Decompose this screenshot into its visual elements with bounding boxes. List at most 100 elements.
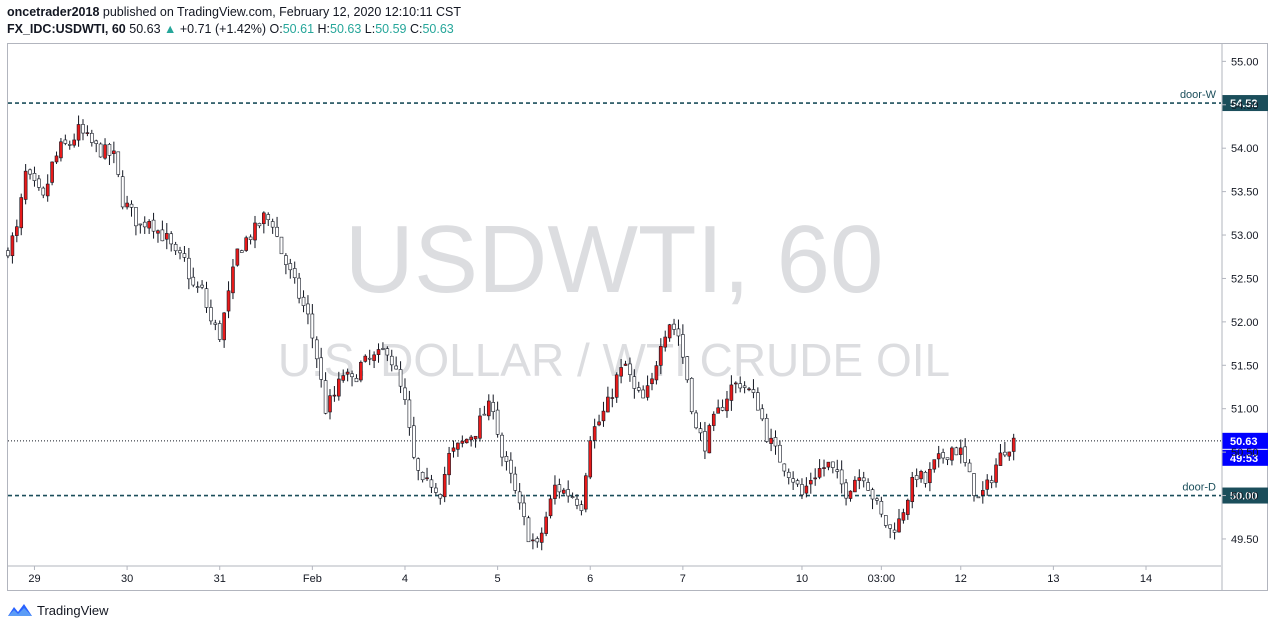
candle-body bbox=[539, 532, 544, 543]
candle-body bbox=[253, 222, 257, 241]
candle-body bbox=[509, 459, 513, 474]
author-name[interactable]: oncetrader2018 bbox=[7, 5, 100, 19]
candle-body bbox=[786, 471, 791, 478]
candle-body bbox=[711, 413, 716, 426]
candle-body bbox=[561, 489, 566, 494]
candle-body bbox=[985, 479, 990, 490]
candle-body bbox=[76, 124, 81, 141]
candle-body bbox=[129, 203, 134, 208]
candle-body bbox=[645, 385, 650, 398]
candle-body bbox=[870, 489, 875, 500]
candle-body bbox=[848, 490, 853, 499]
last-price: 50.63 bbox=[129, 22, 161, 36]
candle-body bbox=[804, 485, 809, 494]
price-tick-label: 50.00 bbox=[1231, 491, 1259, 503]
candle-body bbox=[725, 398, 729, 412]
symbol-name[interactable]: FX_IDC:USDWTI, 60 bbox=[7, 22, 126, 36]
candle-body bbox=[151, 219, 156, 232]
candle-body bbox=[729, 384, 734, 401]
candle-body bbox=[782, 463, 787, 472]
candle-body bbox=[297, 277, 301, 299]
candle-body bbox=[698, 428, 703, 434]
candle-body bbox=[442, 474, 447, 498]
candle-body bbox=[231, 266, 235, 294]
candle-body bbox=[156, 230, 160, 234]
candle-body bbox=[169, 233, 174, 245]
candle-body bbox=[522, 502, 526, 517]
candle-body bbox=[839, 469, 844, 485]
level-tag-door-D: 50.00 bbox=[1230, 491, 1258, 503]
candle-body bbox=[742, 385, 747, 388]
candle-body bbox=[1003, 451, 1007, 456]
last-price-tag-bg bbox=[1222, 432, 1268, 449]
candle-body bbox=[345, 371, 350, 375]
time-tick-label: 7 bbox=[680, 573, 686, 585]
candle-body bbox=[23, 170, 28, 200]
candle-body bbox=[738, 383, 743, 389]
candle-body bbox=[45, 183, 50, 197]
candle-body bbox=[623, 363, 628, 366]
time-tick-label: 5 bbox=[495, 573, 501, 585]
candle-body bbox=[958, 447, 963, 455]
candle-body bbox=[778, 444, 782, 463]
candle-body bbox=[945, 457, 950, 461]
candle-body bbox=[716, 407, 720, 414]
candle-body bbox=[59, 141, 63, 159]
price-tick-label: 50.50 bbox=[1231, 447, 1259, 459]
time-tick-label: 30 bbox=[121, 573, 133, 585]
candle-body bbox=[429, 479, 434, 488]
candle-body bbox=[257, 223, 262, 227]
level-tag-bg bbox=[1222, 95, 1268, 112]
close-label: C: bbox=[409, 22, 423, 36]
candle-body bbox=[813, 477, 817, 480]
candle-body bbox=[37, 178, 41, 188]
candle-body bbox=[914, 475, 919, 480]
candle-body bbox=[703, 431, 707, 452]
candle-body bbox=[720, 406, 725, 411]
candle-body bbox=[707, 425, 712, 454]
candle-body bbox=[831, 461, 835, 468]
candle-body bbox=[941, 452, 945, 459]
time-tick-label: 12 bbox=[955, 573, 967, 585]
level-label-door-D: door-D bbox=[1182, 482, 1216, 494]
candle-body bbox=[107, 144, 112, 156]
candle-body bbox=[270, 221, 275, 228]
candle-body bbox=[570, 496, 575, 498]
chart-frame[interactable] bbox=[7, 43, 1268, 591]
price-tick-label: 51.50 bbox=[1231, 360, 1259, 372]
candle-body bbox=[822, 467, 826, 469]
level-label-door-W: door-W bbox=[1180, 89, 1217, 101]
candle-body bbox=[932, 459, 937, 470]
candle-body bbox=[517, 491, 522, 504]
candle-body bbox=[142, 221, 147, 228]
candle-body bbox=[398, 369, 403, 387]
time-tick-label: 6 bbox=[587, 573, 593, 585]
candle-body bbox=[359, 361, 363, 381]
candle-body bbox=[54, 155, 59, 163]
open-label: O: bbox=[269, 22, 283, 36]
candle-body bbox=[650, 378, 654, 385]
candle-body bbox=[217, 323, 222, 340]
candle-body bbox=[328, 395, 332, 413]
candle-body bbox=[464, 438, 469, 444]
candle-body bbox=[116, 151, 121, 175]
candle-body bbox=[994, 464, 998, 483]
footer-brand[interactable]: TradingView bbox=[37, 602, 109, 618]
candle-body bbox=[663, 336, 668, 348]
level-tag-door-W: 54.52 bbox=[1230, 98, 1258, 110]
candle-body bbox=[892, 529, 897, 533]
candle-body bbox=[473, 435, 478, 440]
candle-body bbox=[756, 392, 760, 411]
candle-body bbox=[15, 226, 19, 236]
low-label: L: bbox=[364, 22, 376, 36]
symbol-legend: FX_IDC:USDWTI, 60 50.63 ▲ +0.71 (+1.42%)… bbox=[7, 22, 454, 36]
candle-body bbox=[584, 475, 588, 510]
candle-body bbox=[954, 447, 959, 456]
candle-body bbox=[385, 348, 390, 356]
candle-body bbox=[910, 477, 915, 502]
candle-body bbox=[601, 410, 606, 422]
time-tick-label: 10 bbox=[796, 573, 808, 585]
candle-body bbox=[266, 214, 271, 221]
candle-body bbox=[636, 387, 641, 391]
